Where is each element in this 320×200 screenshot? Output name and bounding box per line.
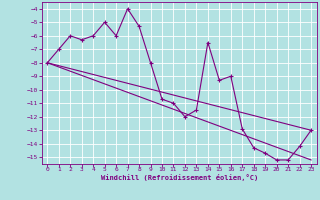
X-axis label: Windchill (Refroidissement éolien,°C): Windchill (Refroidissement éolien,°C) xyxy=(100,174,258,181)
